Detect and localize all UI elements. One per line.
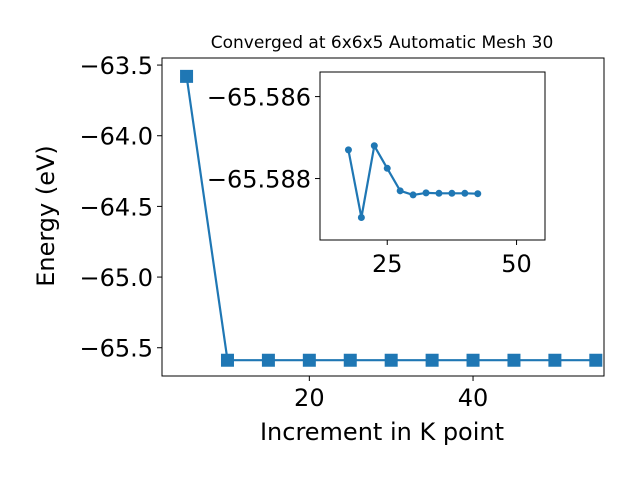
main-data-point [180, 69, 194, 83]
inset-data-point [409, 191, 417, 199]
inset-data-point [448, 189, 456, 197]
main-data-point [261, 353, 275, 367]
main-y-tick-label: −65.5 [79, 335, 153, 363]
main-x-tick-label: 40 [458, 384, 489, 412]
main-data-point [589, 353, 603, 367]
main-data-point [548, 353, 562, 367]
inset-x-tick-label: 50 [501, 250, 532, 278]
main-y-tick-label: −65.0 [79, 264, 153, 292]
inset-data-point [370, 142, 378, 150]
main-data-point [343, 353, 357, 367]
main-series-group [180, 69, 603, 367]
main-y-tick-label: −64.0 [79, 123, 153, 151]
inset-data-point [383, 164, 391, 172]
main-data-point [425, 353, 439, 367]
main-data-point [302, 353, 316, 367]
inset-plot: 25 50 −65.588 −65.586 [207, 71, 546, 278]
main-data-point [384, 353, 398, 367]
inset-x-tick-label: 25 [372, 250, 403, 278]
inset-data-point [357, 213, 365, 221]
inset-data-point [344, 146, 352, 154]
main-data-point [466, 353, 480, 367]
inset-data-point [422, 189, 430, 197]
inset-y-tick-label: −65.586 [207, 84, 311, 112]
inset-y-tick-label: −65.588 [207, 166, 311, 194]
inset-data-point [396, 187, 404, 195]
inset-data-point [474, 190, 482, 198]
inset-frame [319, 71, 546, 241]
main-data-point [507, 353, 521, 367]
inset-data-point [435, 189, 443, 197]
inset-data-point [461, 189, 469, 197]
main-x-tick-label: 20 [294, 384, 325, 412]
inset-series-group [344, 142, 482, 221]
chart-title: Converged at 6x6x5 Automatic Mesh 30 [211, 33, 554, 53]
main-data-point [220, 353, 234, 367]
main-y-tick-label: −63.5 [79, 52, 153, 80]
main-y-tick-label: −64.5 [79, 193, 153, 221]
x-axis-label: Increment in K point [260, 418, 504, 446]
y-axis-label: Energy (eV) [32, 145, 60, 287]
